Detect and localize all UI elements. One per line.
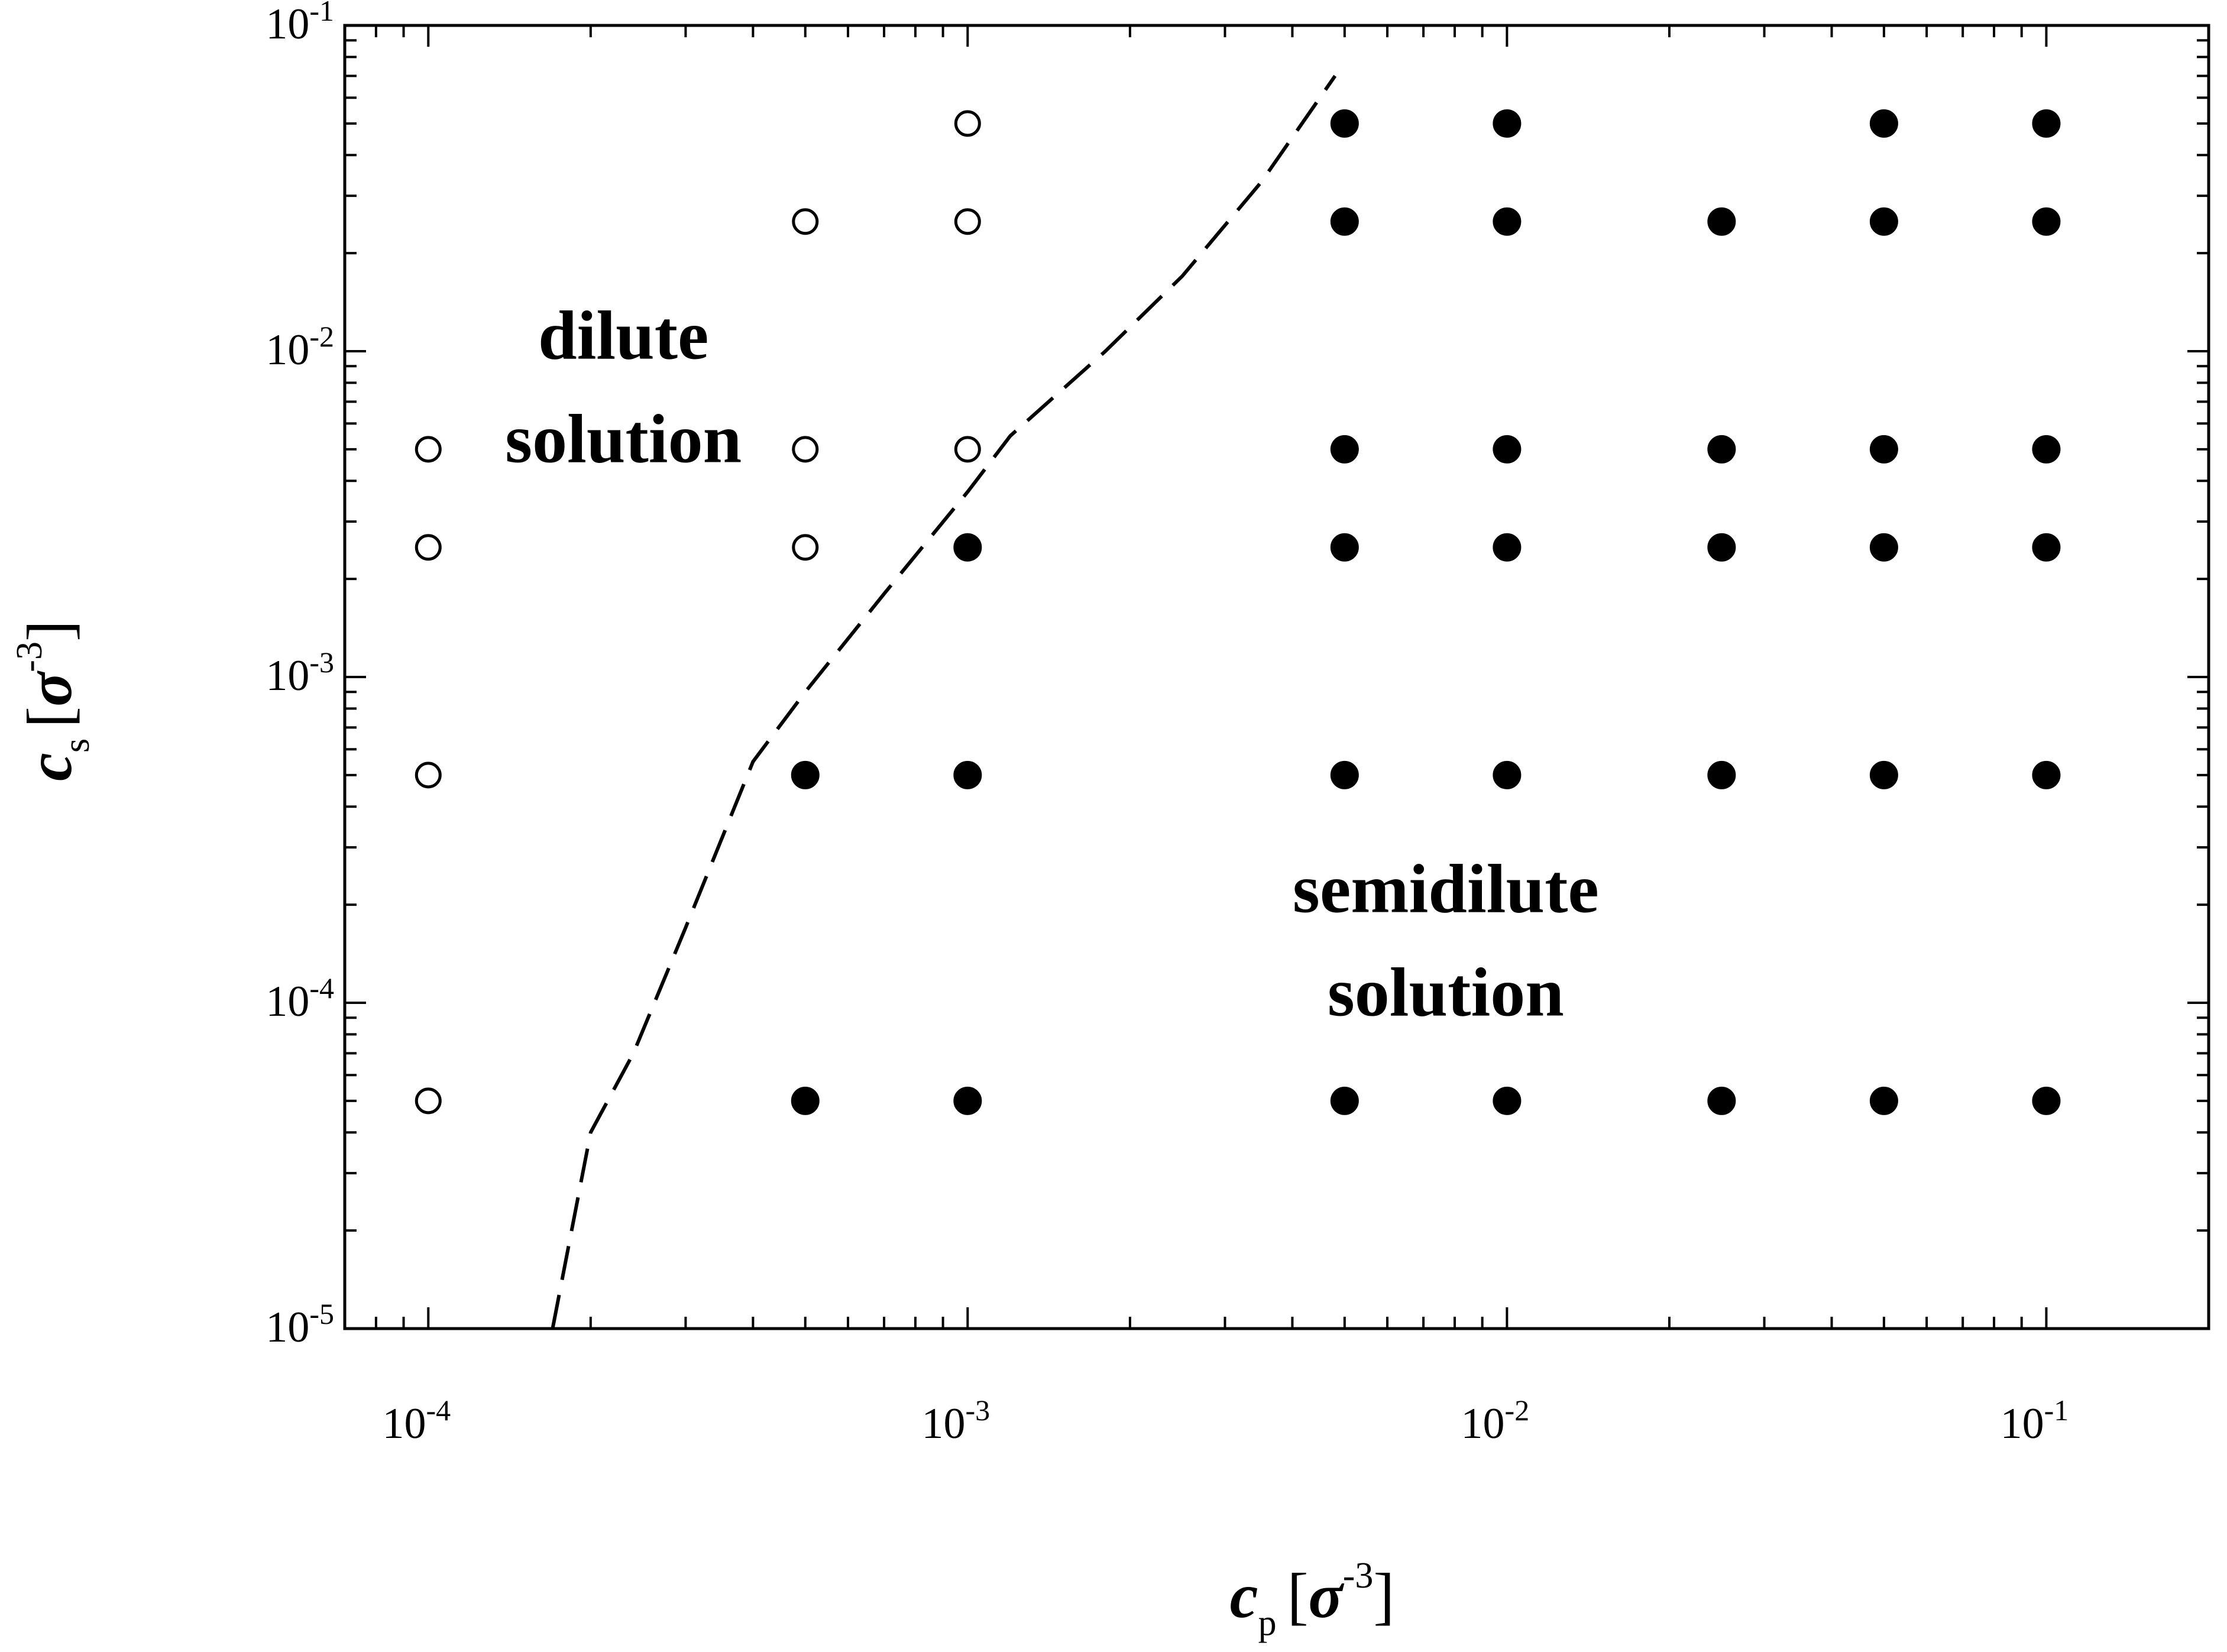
filled-circle-point [2032,760,2061,789]
filled-circle-point [1330,207,1359,236]
filled-circle-point [1707,207,1736,236]
open-circle-point [954,110,981,137]
y-tick-base: 10 [266,977,309,1026]
region-label-semidilute-line0: semidilute [1293,850,1599,927]
plot-frame-group [343,24,2210,1330]
x-tick-label: 10-4 [382,1394,451,1448]
x-tick-exp: -3 [966,1394,991,1427]
filled-circle-point [1493,207,1522,236]
region-label-semidilute-line1: solution [1328,953,1564,1031]
y-tick-exp: -4 [309,971,334,1005]
y-axis-title: cs [σ-3] [9,620,97,781]
x-tick-base: 10 [382,1400,426,1448]
filled-circle-point [1707,533,1736,562]
x-axis-title-open: [ [1287,1561,1309,1631]
filled-circle-point [791,760,820,789]
y-tick-base: 10 [266,0,309,48]
filled-circle-point [1707,760,1736,789]
ticks-group [344,24,2210,1330]
filled-circle-point [1330,533,1359,562]
x-tick-label: 10-3 [922,1394,991,1448]
x-axis-title-sigma: σ [1309,1561,1345,1631]
y-tick-exp: -1 [309,0,334,27]
x-tick-base: 10 [1461,1400,1505,1448]
filled-circle-point [1493,760,1522,789]
x-tick-base: 10 [922,1400,966,1448]
filled-circle-point [2032,533,2061,562]
open-circle-point [415,762,442,789]
filled-circle-point [2032,109,2061,138]
open-circle-point [792,534,819,561]
open-circle-point [415,1087,442,1115]
open-circle-point [415,534,442,561]
y-tick-label: 10-4 [266,971,334,1026]
filled-circle-point [1330,1086,1359,1115]
filled-circle-point [1869,760,1898,789]
x-tick-label: 10-2 [1461,1394,1530,1448]
x-axis-title-main: c [1230,1561,1258,1631]
x-tick-exp: -1 [2044,1394,2069,1427]
filled-circle-point [1869,435,1898,464]
crossover-dashed-line [551,74,1337,1329]
y-axis-title-exp: -3 [9,642,50,672]
y-tick-label: 10-1 [266,0,334,48]
filled-circle-point [1707,1086,1736,1115]
y-tick-base: 10 [266,326,309,374]
y-tick-label: 10-5 [266,1297,334,1352]
y-tick-base: 10 [266,652,309,700]
filled-circle-point [1330,760,1359,789]
x-tick-exp: -2 [1505,1394,1530,1427]
x-tick-exp: -4 [426,1394,451,1427]
y-tick-exp: -3 [309,646,334,679]
filled-circle-point [1493,1086,1522,1115]
filled-circle-point [953,533,982,562]
x-axis-title: cp [σ-3] [1230,1556,1395,1643]
filled-circle-point [953,1086,982,1115]
markers-group [415,109,2061,1115]
filled-circle-point [1493,435,1522,464]
filled-circle-point [1493,533,1522,562]
y-tick-base: 10 [266,1303,309,1352]
y-axis-title-close: ] [15,620,85,642]
filled-circle-point [1330,109,1359,138]
filled-circle-point [953,760,982,789]
open-circle-point [792,436,819,463]
filled-circle-point [1869,207,1898,236]
y-axis-title-main: c [15,753,85,781]
y-tick-label: 10-2 [266,320,334,374]
y-tick-label: 10-3 [266,646,334,700]
y-axis-title-open: [ [15,707,85,728]
x-tick-label: 10-1 [2001,1394,2069,1448]
filled-circle-point [1869,1086,1898,1115]
y-tick-exp: -5 [309,1297,334,1330]
x-tick-base: 10 [2001,1400,2044,1448]
filled-circle-point [2032,207,2061,236]
filled-circle-point [2032,435,2061,464]
open-circle-point [954,436,981,463]
dashed-boundary-group [551,74,1337,1329]
plot-frame [343,24,2210,1330]
region-label-dilute-line0: dilute [538,296,709,374]
region-label-dilute-line1: solution [505,400,742,477]
filled-circle-point [1869,109,1898,138]
x-axis-title-exp: -3 [1343,1556,1374,1596]
open-circle-point [954,208,981,235]
open-circle-point [792,208,819,235]
filled-circle-point [1493,109,1522,138]
x-axis-title-close: ] [1373,1561,1394,1631]
y-axis-title-sigma: σ [15,670,85,707]
filled-circle-point [1330,435,1359,464]
x-axis-title-sub: p [1258,1603,1277,1643]
filled-circle-point [791,1086,820,1115]
filled-circle-point [1707,435,1736,464]
y-tick-exp: -2 [309,320,334,353]
filled-circle-point [1869,533,1898,562]
labels-group: 10-4 10-3 10-2 10-110-510-410-310-210-1dilu… [9,0,2069,1643]
open-circle-point [415,436,442,463]
filled-circle-point [2032,1086,2061,1115]
y-axis-title-sub: s [57,738,97,753]
